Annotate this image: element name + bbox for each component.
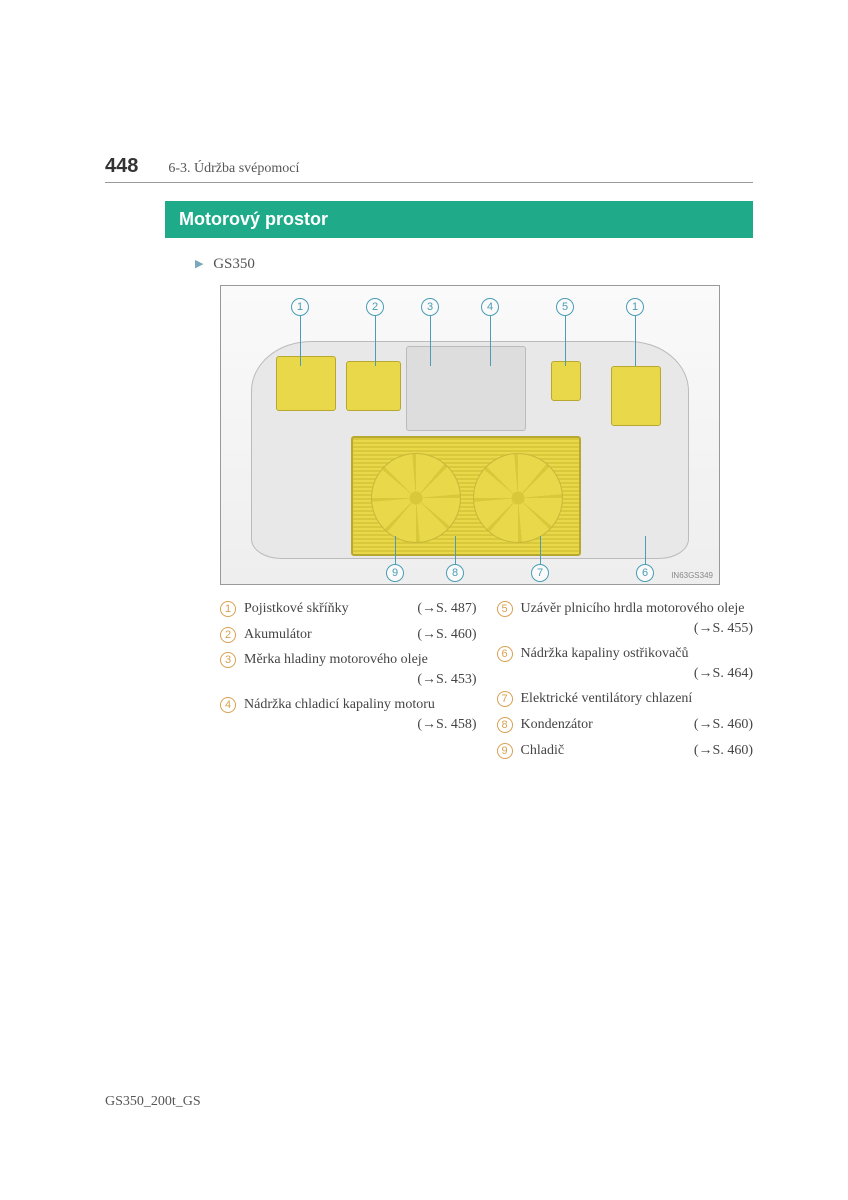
- legend-text: Nádržka chladicí kapaliny motoru (→S. 458…: [244, 695, 477, 734]
- legend-number: 4: [220, 697, 236, 713]
- callout-lead: [375, 316, 376, 366]
- triangle-icon: ▶: [195, 258, 203, 270]
- callout-lead: [540, 536, 541, 564]
- legend-number: 1: [220, 601, 236, 617]
- callout-lead: [455, 536, 456, 564]
- callout-marker: 7: [531, 564, 549, 582]
- legend-item: 4 Nádržka chladicí kapaliny motoru (→S. 45…: [220, 695, 477, 734]
- legend-text: Uzávěr plnicího hrdla motorového oleje (→…: [521, 599, 754, 638]
- callout-marker: 3: [421, 298, 439, 316]
- legend-label: Nádržka chladicí kapaliny motoru: [244, 697, 435, 712]
- legend-item: 8 Kondenzátor (→S. 460): [497, 715, 754, 735]
- reservoir-1: [551, 361, 581, 401]
- callout-marker: 8: [446, 564, 464, 582]
- radiator: [351, 436, 581, 556]
- legend-number: 6: [497, 646, 513, 662]
- callout-lead: [635, 316, 636, 366]
- legend-text: Nádržka kapaliny ostřikovačů (→S. 464): [521, 644, 754, 683]
- legend-label: Chladič: [521, 741, 565, 761]
- callout-marker: 1: [291, 298, 309, 316]
- legend-label: Nádržka kapaliny ostřikovačů: [521, 646, 689, 661]
- legend-number: 9: [497, 743, 513, 759]
- legend-text: Měrka hladiny motorového oleje (→S. 453): [244, 650, 477, 689]
- page-header: 448 6-3. Údržba svépomocí: [105, 155, 753, 183]
- legend-number: 8: [497, 717, 513, 733]
- page-number: 448: [105, 155, 138, 178]
- engine-block: [406, 346, 526, 431]
- callout-marker: 2: [366, 298, 384, 316]
- engine-diagram: 1 2 3 4 5 1 9 8 7 6 IN63GS349: [220, 285, 720, 585]
- legend-item: 9 Chladič (→S. 460): [497, 741, 754, 761]
- legend-text: Akumulátor (→S. 460): [244, 625, 477, 645]
- section-title: Motorový prostor: [165, 201, 753, 238]
- legend-label: Pojistkové skříňky: [244, 599, 349, 619]
- legend-number: 2: [220, 627, 236, 643]
- cooling-fan-left: [371, 453, 461, 543]
- callout-lead: [565, 316, 566, 366]
- callout-marker: 1: [626, 298, 644, 316]
- callout-lead: [395, 536, 396, 564]
- image-code: IN63GS349: [671, 571, 713, 580]
- legend-text: Pojistkové skříňky (→S. 487): [244, 599, 477, 619]
- legend: 1 Pojistkové skříňky (→S. 487) 2 Akumulátor (…: [220, 599, 753, 766]
- subtitle-text: GS350: [213, 256, 255, 272]
- legend-ref: (→S. 487): [417, 599, 476, 619]
- model-subtitle: ▶ GS350: [195, 256, 753, 273]
- legend-ref: (→S. 455): [521, 619, 754, 639]
- callout-marker: 4: [481, 298, 499, 316]
- callout-lead: [490, 316, 491, 366]
- legend-ref: (→S. 460): [417, 625, 476, 645]
- legend-label: Měrka hladiny motorového oleje: [244, 652, 428, 667]
- fuse-box-right: [611, 366, 661, 426]
- legend-ref: (→S. 460): [694, 741, 753, 761]
- callout-lead: [645, 536, 646, 564]
- legend-text: Chladič (→S. 460): [521, 741, 754, 761]
- legend-item: 6 Nádržka kapaliny ostřikovačů (→S. 464): [497, 644, 754, 683]
- callout-lead: [430, 316, 431, 366]
- legend-label: Uzávěr plnicího hrdla motorového oleje: [521, 601, 745, 616]
- legend-item: 2 Akumulátor (→S. 460): [220, 625, 477, 645]
- legend-item: 7 Elektrické ventilátory chlazení: [497, 689, 754, 709]
- callout-marker: 5: [556, 298, 574, 316]
- callout-marker: 6: [636, 564, 654, 582]
- legend-text: Elektrické ventilátory chlazení: [521, 689, 754, 709]
- legend-label: Kondenzátor: [521, 715, 593, 735]
- legend-ref: (→S. 464): [521, 664, 754, 684]
- legend-item: 1 Pojistkové skříňky (→S. 487): [220, 599, 477, 619]
- fuse-box-left: [276, 356, 336, 411]
- section-label: 6-3. Údržba svépomocí: [168, 161, 299, 177]
- legend-item: 5 Uzávěr plnicího hrdla motorového oleje (…: [497, 599, 754, 638]
- cooling-fan-right: [473, 453, 563, 543]
- legend-ref: (→S. 453): [244, 670, 477, 690]
- legend-number: 7: [497, 691, 513, 707]
- legend-label: Elektrické ventilátory chlazení: [521, 689, 693, 709]
- battery: [346, 361, 401, 411]
- legend-column-left: 1 Pojistkové skříňky (→S. 487) 2 Akumulátor (…: [220, 599, 477, 766]
- callout-marker: 9: [386, 564, 404, 582]
- legend-text: Kondenzátor (→S. 460): [521, 715, 754, 735]
- legend-number: 3: [220, 652, 236, 668]
- legend-number: 5: [497, 601, 513, 617]
- legend-ref: (→S. 458): [244, 715, 477, 735]
- legend-label: Akumulátor: [244, 625, 312, 645]
- callout-lead: [300, 316, 301, 366]
- legend-column-right: 5 Uzávěr plnicího hrdla motorového oleje (…: [497, 599, 754, 766]
- legend-ref: (→S. 460): [694, 715, 753, 735]
- legend-item: 3 Měrka hladiny motorového oleje (→S. 453): [220, 650, 477, 689]
- footer: GS350_200t_GS: [105, 1094, 201, 1110]
